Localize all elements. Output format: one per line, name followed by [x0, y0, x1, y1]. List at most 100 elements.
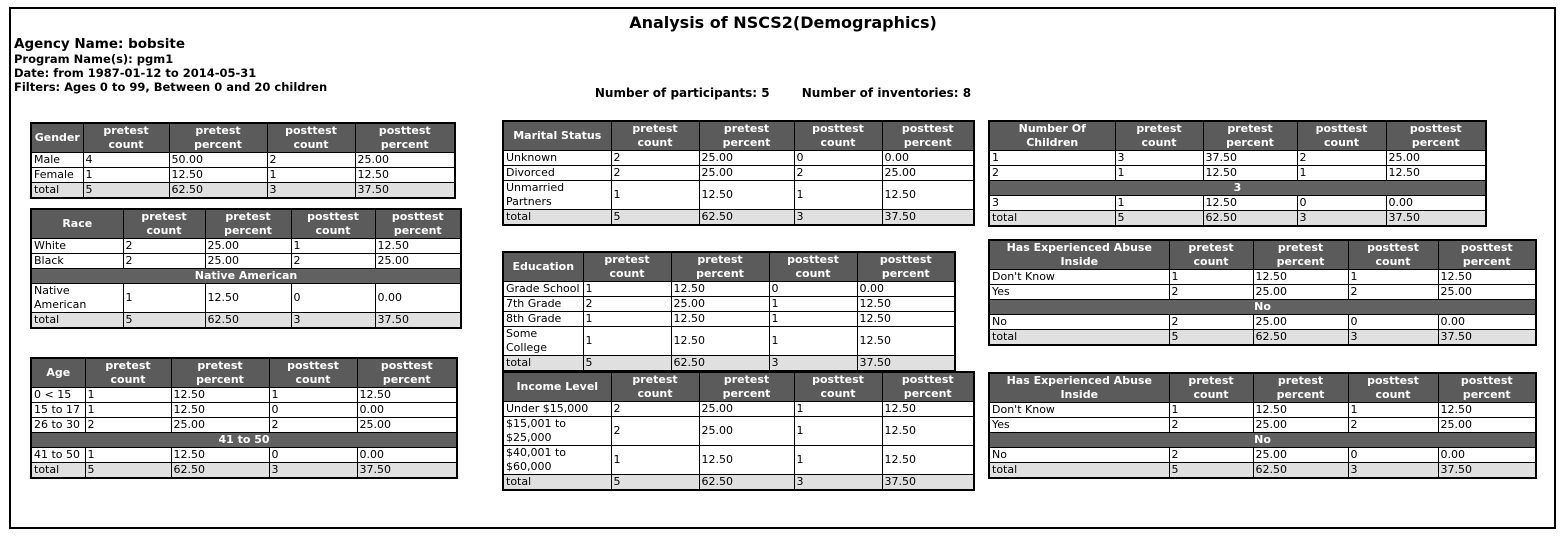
table-cell: 25.00	[374, 253, 462, 269]
column-header: posttest percent	[374, 208, 462, 239]
table-cell: 1	[122, 283, 206, 313]
table-cell: 3	[1347, 329, 1439, 346]
table-cell: 1	[84, 402, 172, 418]
table-row: 7th Grade 2 25.00 1 12.50	[502, 296, 956, 312]
table-row: 26 to 30 2 25.00 2 25.00	[30, 417, 458, 433]
table-cell: 4	[82, 152, 170, 168]
table-cell: 25.00	[1252, 417, 1349, 433]
table-cell: 62.50	[168, 182, 268, 199]
table-row: Don't Know 1 12.50 1 12.50	[988, 402, 1537, 418]
column-header: posttest percent	[856, 251, 956, 282]
table-row: $40,001 to $60,000 1 12.50 1 12.50	[502, 445, 975, 475]
column-header: posttest percent	[881, 371, 975, 402]
table-cell: 2	[1347, 284, 1439, 300]
table-cell: Female	[30, 167, 84, 183]
table-cell: Yes	[988, 417, 1170, 433]
section-row: 3	[988, 180, 1487, 196]
table-cell: 62.50	[170, 462, 270, 479]
table-cell: total	[30, 312, 124, 329]
table-cell: 0.00	[1437, 314, 1537, 330]
table-row: Male 4 50.00 2 25.00	[30, 152, 456, 168]
race-table: Race pretest count pretest percent posttest…	[30, 208, 462, 329]
table-cell: 5	[582, 355, 672, 372]
table-cell: 2	[266, 152, 356, 168]
table-cell: 1	[610, 445, 700, 475]
table-cell: 1	[768, 311, 858, 327]
column-header: pretest percent	[1202, 120, 1298, 151]
page-border-frame	[9, 7, 1556, 529]
table-cell: 12.50	[1252, 402, 1349, 418]
table-cell: total	[502, 209, 612, 226]
table-cell: 5	[84, 462, 172, 479]
column-header: pretest count	[1168, 239, 1254, 270]
table-cell: 12.50	[1202, 165, 1298, 181]
total-row: total 5 62.50 3 37.50	[502, 209, 975, 226]
table-cell: 3	[290, 312, 376, 329]
table-cell: 1	[1347, 269, 1439, 285]
column-header: posttest count	[290, 208, 376, 239]
table-cell: 1	[793, 180, 883, 210]
table-cell: 25.00	[1385, 150, 1487, 166]
table-cell: 37.50	[1385, 210, 1487, 227]
date-range: Date: from 1987-01-12 to 2014-05-31	[14, 66, 257, 80]
table-cell: 12.50	[1252, 269, 1349, 285]
table-cell: 37.50	[1437, 462, 1537, 479]
table-row: 3 1 12.50 0 0.00	[988, 195, 1487, 211]
table-cell: 5	[610, 474, 700, 491]
column-header: posttest count	[1347, 372, 1439, 403]
table-cell: 12.50	[1437, 402, 1537, 418]
column-header: pretest percent	[670, 251, 770, 282]
filters: Filters: Ages 0 to 99, Between 0 and 20 …	[14, 80, 328, 94]
section-label: Native American	[30, 268, 462, 284]
table-cell: 1	[793, 401, 883, 417]
table-cell: Divorced	[502, 165, 612, 181]
table-cell: total	[30, 182, 84, 199]
column-header: Number Of Children	[988, 120, 1116, 151]
table-cell: 0	[793, 150, 883, 166]
table-cell: 25.00	[1252, 314, 1349, 330]
table-cell: total	[988, 462, 1170, 479]
report-meta: Agency Name: bobsite Program Name(s): pg…	[14, 36, 327, 94]
table-cell: 3	[1114, 150, 1204, 166]
column-header: pretest count	[610, 120, 700, 151]
table-row: White 2 25.00 1 12.50	[30, 238, 462, 254]
table-cell: 25.00	[881, 165, 975, 181]
section-label: 3	[988, 180, 1487, 196]
table-cell: 3	[1296, 210, 1387, 227]
table-cell: 8th Grade	[502, 311, 584, 327]
table-cell: 1	[84, 387, 172, 403]
table-cell: 12.50	[170, 387, 270, 403]
column-header: Race	[30, 208, 124, 239]
table-cell: 5	[610, 209, 700, 226]
table-cell: 5	[122, 312, 206, 329]
column-header: Education	[502, 251, 584, 282]
table-cell: 37.50	[354, 182, 456, 199]
column-header: Gender	[30, 122, 84, 153]
table-cell: 0	[1347, 314, 1439, 330]
table-cell: 25.00	[170, 417, 270, 433]
table-cell: 3	[268, 462, 358, 479]
table-cell: 2	[1168, 417, 1254, 433]
table-cell: 15 to 17	[30, 402, 86, 418]
column-header: Age	[30, 357, 86, 388]
table-cell: 37.50	[374, 312, 462, 329]
table-cell: 25.00	[1437, 284, 1537, 300]
table-cell: 25.00	[204, 238, 292, 254]
table-cell: 25.00	[670, 296, 770, 312]
table-cell: 1	[793, 416, 883, 446]
table-cell: 12.50	[856, 296, 956, 312]
table-cell: total	[988, 329, 1170, 346]
column-header: pretest percent	[698, 120, 795, 151]
header-row: Marital Status pretest count pretest perce…	[502, 120, 975, 151]
table-cell: Yes	[988, 284, 1170, 300]
table-row: Under $15,000 2 25.00 1 12.50	[502, 401, 975, 417]
table-cell: Unmarried Partners	[502, 180, 612, 210]
table-cell: 12.50	[881, 416, 975, 446]
header-row: Age pretest count pretest percent posttest …	[30, 357, 458, 388]
table-cell: No	[988, 447, 1170, 463]
table-row: Yes 2 25.00 2 25.00	[988, 417, 1537, 433]
table-row: Female 1 12.50 1 12.50	[30, 167, 456, 183]
table-row: Unknown 2 25.00 0 0.00	[502, 150, 975, 166]
table-cell: No	[988, 314, 1170, 330]
